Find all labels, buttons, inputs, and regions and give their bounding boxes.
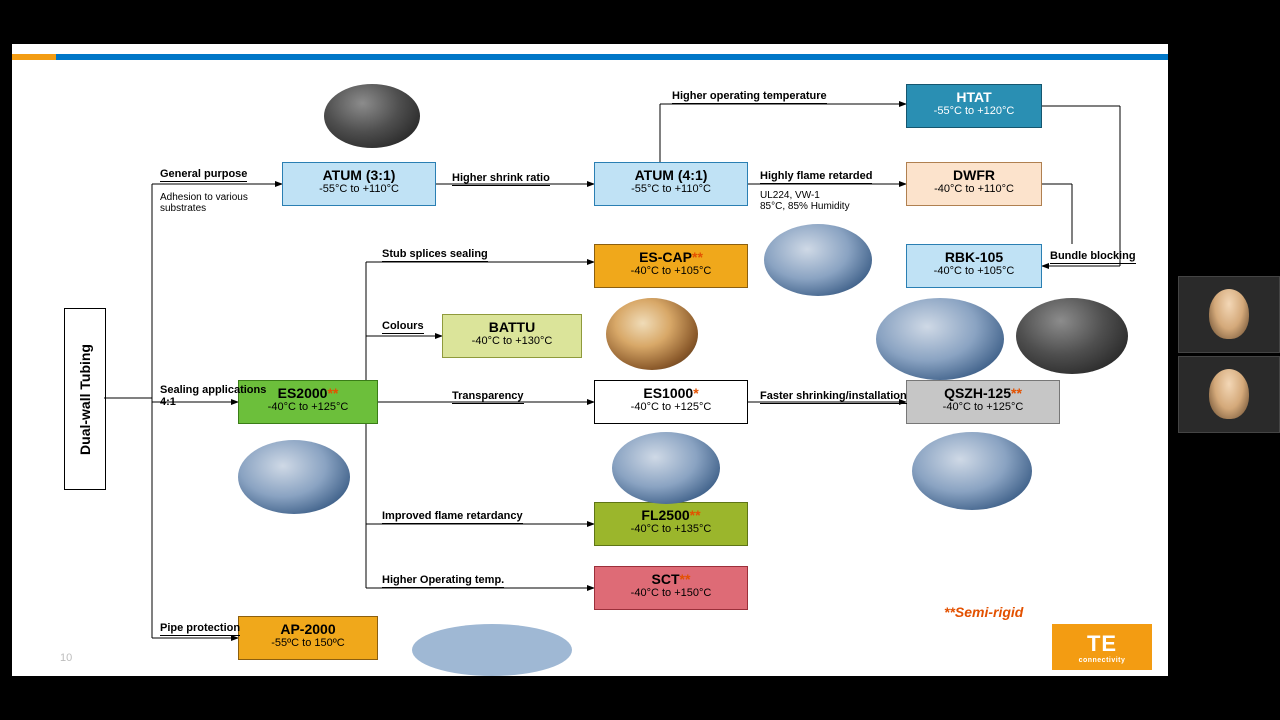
label-sealing: Sealing applications 4:1 [160,384,266,408]
label-pipe: Pipe protection [160,622,240,636]
product-photo-p5 [606,298,698,370]
label-impflame: Improved flame retardancy [382,510,523,524]
label-hot: Higher Operating temp. [382,574,504,588]
node-rbk105: RBK-105-40°C to +105°C [906,244,1042,288]
node-es1000: ES1000*-40°C to +125°C [594,380,748,424]
label-bundle: Bundle blocking [1050,250,1136,264]
root-label: Dual-wall Tubing [77,344,93,455]
node-escap: ES-CAP**-40°C to +105°C [594,244,748,288]
label-adhesion: Adhesion to various substrates [160,192,248,214]
te-logo: TE connectivity [1052,624,1152,670]
label-flame2: UL224, VW-1 85°C, 85% Humidity [760,190,850,212]
te-logo-text: TE [1087,631,1117,657]
node-ap2000: AP-2000-55ºC to 150ºC [238,616,378,660]
te-logo-subtext: connectivity [1079,657,1126,664]
label-colours: Colours [382,320,424,334]
label-shrink: Higher shrink ratio [452,172,550,186]
product-photo-p4 [1016,298,1128,374]
node-atum31: ATUM (3:1)-55°C to +110°C [282,162,436,206]
product-photo-p1 [324,84,420,148]
node-atum41: ATUM (4:1)-55°C to +110°C [594,162,748,206]
label-general: General purpose [160,168,247,182]
node-dwfr: DWFR-40°C to +110°C [906,162,1042,206]
node-sct: SCT**-40°C to +150°C [594,566,748,610]
webcam-thumb-1 [1178,276,1280,353]
product-photo-p2 [764,224,872,296]
stripe-orange [12,54,56,60]
product-photo-p6 [238,440,350,514]
label-transp: Transparency [452,390,524,404]
webcam-thumb-2 [1178,356,1280,433]
product-photo-p8 [912,432,1032,510]
stripe-blue [56,54,1168,60]
node-qszh: QSZH-125**-40°C to +125°C [906,380,1060,424]
label-flame: Highly flame retarded [760,170,872,184]
node-fl2500: FL2500**-40°C to +135°C [594,502,748,546]
product-photo-p7 [612,432,720,504]
node-battu: BATTU-40°C to +130°C [442,314,582,358]
label-stub: Stub splices sealing [382,248,488,262]
label-optemp: Higher operating temperature [672,90,827,104]
product-photo-p3 [876,298,1004,380]
root-box: Dual-wall Tubing [64,308,106,490]
product-photo-p9 [412,624,572,676]
slide: Dual-wall Tubing ATUM (3:1)-55°C to +110… [12,44,1168,676]
footnote-semirigid: **Semi-rigid [944,604,1023,620]
label-faster: Faster shrinking/installation [760,390,907,404]
page-number: 10 [60,652,72,664]
node-htat: HTAT-55°C to +120°C [906,84,1042,128]
